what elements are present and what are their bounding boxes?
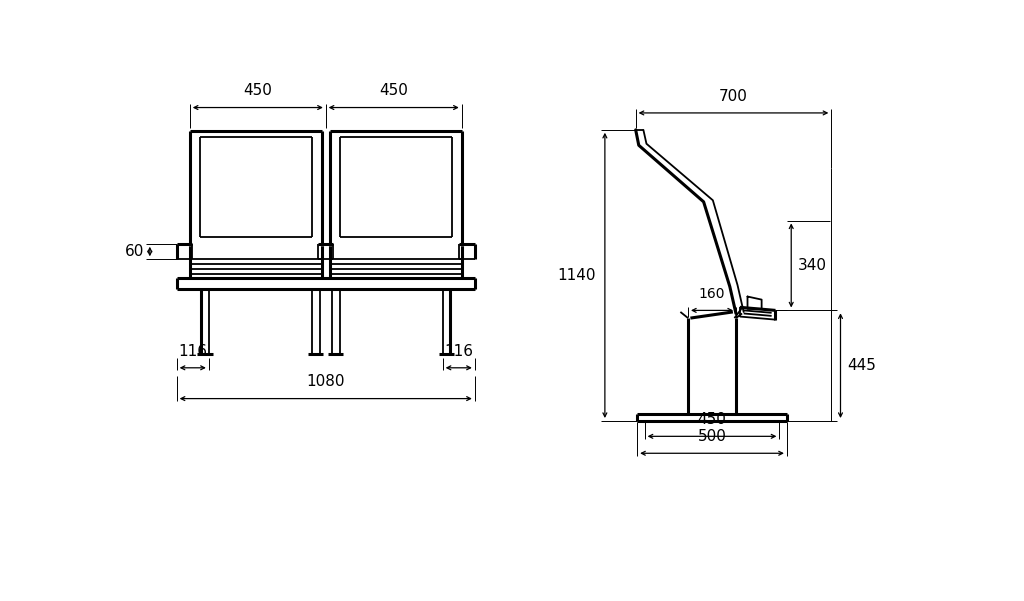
- Text: 1140: 1140: [557, 268, 596, 283]
- Text: 700: 700: [719, 89, 748, 104]
- Text: 116: 116: [178, 344, 207, 359]
- Text: 116: 116: [444, 344, 473, 359]
- Text: 1080: 1080: [306, 374, 345, 389]
- Text: 450: 450: [379, 84, 409, 99]
- Text: 445: 445: [848, 358, 877, 373]
- Text: 450: 450: [697, 412, 726, 427]
- Text: 500: 500: [697, 429, 726, 444]
- Text: 160: 160: [698, 287, 725, 301]
- Text: 340: 340: [798, 258, 827, 273]
- Text: 60: 60: [125, 244, 144, 259]
- Text: 450: 450: [244, 84, 272, 99]
